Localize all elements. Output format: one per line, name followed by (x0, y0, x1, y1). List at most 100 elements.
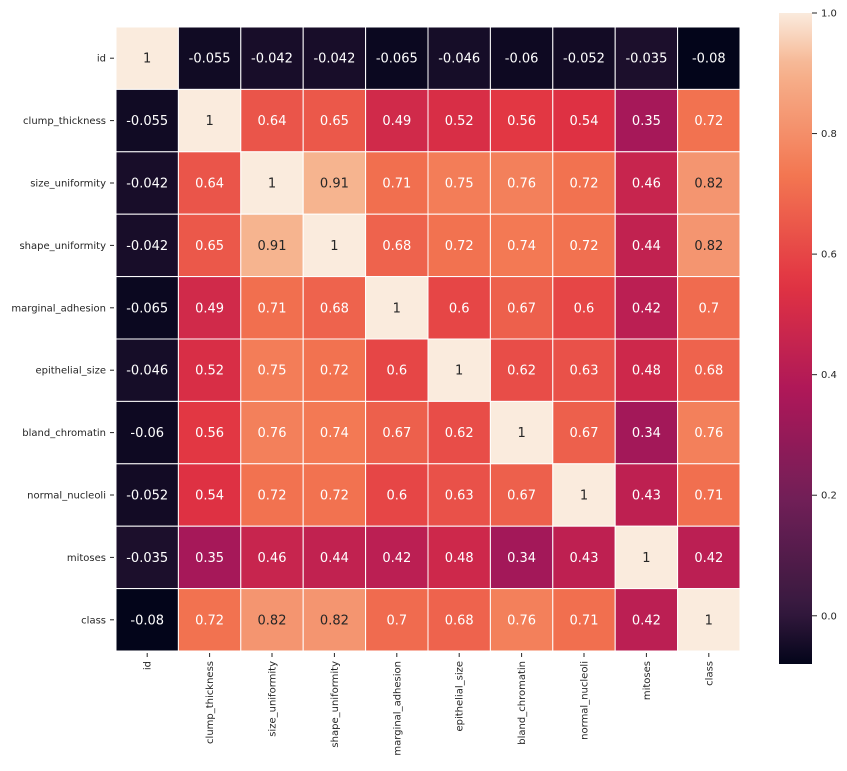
cell-value-label: 0.64 (258, 114, 287, 129)
cell-value-label: 0.71 (694, 489, 723, 504)
x-tick-label: normal_nucleoli (580, 661, 591, 740)
heatmap-cell (489, 213, 554, 278)
heatmap-cell (365, 276, 429, 340)
colorbar-tick-label: 0.2 (821, 491, 837, 502)
cell-value-label: 0.42 (632, 301, 661, 316)
heatmap-cell (115, 213, 179, 278)
heatmap-cell (489, 588, 554, 652)
colorbar-tick-label: 0.0 (821, 611, 837, 622)
heatmap-cell (240, 588, 304, 652)
heatmap-cell (614, 213, 679, 278)
x-tick-label: mitoses (642, 661, 653, 700)
heatmap-cell (614, 151, 679, 215)
cell-value-label: 0.54 (195, 489, 224, 504)
cell-value-label: -0.046 (126, 364, 168, 379)
cell-value-label: 0.71 (570, 613, 599, 628)
cell-value-label: 0.42 (632, 613, 661, 628)
heatmap-cell (552, 26, 616, 90)
x-tick-label: class (704, 661, 715, 686)
cell-value-label: -0.06 (505, 52, 539, 67)
heatmap-cell (427, 276, 491, 340)
heatmap-cell (614, 400, 679, 465)
cell-value-label: 0.44 (632, 239, 661, 254)
y-tick-label: shape_uniformity (19, 241, 106, 252)
cell-value-label: 0.72 (570, 177, 599, 192)
heatmap-cell (427, 88, 491, 153)
cell-value-label: 0.43 (632, 489, 661, 504)
cell-value-label: 0.82 (694, 239, 723, 254)
heatmap-cell (240, 276, 304, 340)
cell-value-label: 0.65 (195, 239, 224, 254)
cell-value-label: 1 (205, 114, 213, 129)
cell-value-label: 1 (268, 177, 276, 192)
y-tick-label: class (81, 615, 106, 626)
cell-value-label: 0.56 (507, 114, 536, 129)
cell-value-label: 1 (393, 301, 401, 316)
heatmap-cell (489, 463, 554, 527)
cell-value-label: -0.065 (376, 52, 418, 67)
heatmap-cell (614, 338, 679, 402)
heatmap-cell (115, 151, 179, 215)
colorbar-tick-label: 0.6 (821, 250, 837, 261)
cell-value-label: 1 (143, 52, 151, 67)
heatmap-cells: 1 -0.055 -0.042 -0.042 -0.065 -0.046 -0.06 -0.0… (115, 26, 741, 652)
heatmap-cell (552, 400, 616, 465)
heatmap-cell (552, 463, 616, 527)
heatmap-cell (115, 26, 179, 90)
heatmap-cell (177, 26, 242, 90)
heatmap-cell (365, 525, 429, 590)
x-tick-label: marginal_adhesion (392, 661, 403, 756)
cell-value-label: -0.065 (126, 301, 168, 316)
heatmap-cell (115, 338, 179, 402)
heatmap-cell (677, 151, 741, 215)
cell-value-label: 1 (517, 426, 525, 441)
cell-value-label: 0.68 (694, 364, 723, 379)
x-tick-label: id (143, 661, 154, 670)
x-tick-label: size_uniformity (268, 661, 279, 737)
heatmap-cell (427, 26, 491, 90)
cell-value-label: 0.75 (445, 177, 474, 192)
heatmap-cell (240, 26, 304, 90)
heatmap-cell (427, 213, 491, 278)
cell-value-label: 0.91 (258, 239, 287, 254)
y-tick-label: marginal_adhesion (11, 303, 106, 314)
cell-value-label: 0.34 (632, 426, 661, 441)
cell-value-label: -0.08 (130, 613, 164, 628)
heatmap-cell (489, 88, 554, 153)
y-tick-label: size_uniformity (30, 179, 106, 190)
cell-value-label: 0.44 (320, 551, 349, 566)
cell-value-label: 1 (642, 551, 650, 566)
heatmap-cell (240, 525, 304, 590)
cell-value-label: 0.72 (320, 489, 349, 504)
heatmap-cell (489, 400, 554, 465)
heatmap-cell (302, 400, 367, 465)
cell-value-label: 1 (330, 239, 338, 254)
x-tick-labels: id clump_thickness size_uniformity shape_un… (143, 653, 715, 756)
cell-value-label: 0.7 (386, 613, 407, 628)
heatmap-cell (302, 26, 367, 90)
cell-value-label: 0.35 (632, 114, 661, 129)
cell-value-label: 0.6 (449, 301, 470, 316)
cell-value-label: 0.7 (698, 301, 719, 316)
heatmap-cell (365, 338, 429, 402)
x-tick-label: epithelial_size (455, 661, 466, 732)
heatmap-cell (115, 588, 179, 652)
x-tick-label: bland_chromatin (517, 661, 528, 745)
heatmap-cell (365, 151, 429, 215)
heatmap-cell (177, 588, 242, 652)
cell-value-label: 0.48 (632, 364, 661, 379)
cell-value-label: -0.035 (625, 52, 667, 67)
cell-value-label: 0.35 (195, 551, 224, 566)
heatmap-cell (302, 338, 367, 402)
cell-value-label: 0.76 (507, 177, 536, 192)
cell-value-label: 0.68 (382, 239, 411, 254)
heatmap-cell (302, 88, 367, 153)
heatmap-cell (677, 88, 741, 153)
cell-value-label: 0.68 (320, 301, 349, 316)
heatmap-cell (427, 463, 491, 527)
cell-value-label: 0.67 (507, 301, 536, 316)
cell-value-label: -0.035 (126, 551, 168, 566)
heatmap-cell (302, 525, 367, 590)
cell-value-label: 0.49 (382, 114, 411, 129)
